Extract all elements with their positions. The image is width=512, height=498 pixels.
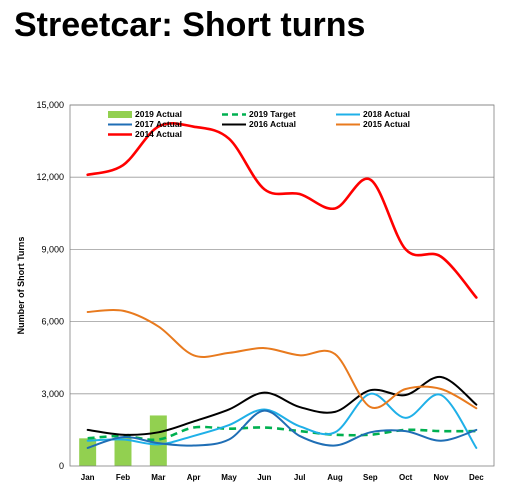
- x-tick-label: Mar: [151, 473, 165, 482]
- x-tick-label: Dec: [469, 473, 484, 482]
- bar-2019-actual: [114, 437, 132, 466]
- x-tick-label: Oct: [399, 473, 413, 482]
- legend-item: 2017 Actual: [108, 119, 182, 129]
- y-axis-label: Number of Short Turns: [16, 237, 26, 335]
- x-tick-label: Nov: [433, 473, 449, 482]
- line-series: [86, 122, 478, 449]
- series-line-2017-actual: [86, 409, 478, 449]
- x-tick-label: Sep: [363, 473, 378, 482]
- y-tick-label: 15,000: [36, 100, 64, 110]
- legend-label: 2014 Actual: [135, 129, 182, 139]
- legend-label: 2017 Actual: [135, 119, 182, 129]
- axes: 0 3,000 6,000 9,000 12,000 15,000 Jan Feb Mar Apr…: [16, 100, 495, 482]
- series-line-2018-actual: [86, 392, 478, 449]
- legend-item: 2015 Actual: [336, 119, 410, 129]
- y-tick-label: 0: [59, 461, 64, 471]
- legend-label: 2015 Actual: [363, 119, 410, 129]
- series-line-2019-target: [87, 425, 477, 442]
- legend-item: 2016 Actual: [222, 119, 296, 129]
- series-line-2016-actual: [86, 375, 478, 436]
- legend-item: 2019 Actual: [108, 109, 182, 119]
- y-tick-label: 3,000: [41, 389, 64, 399]
- bar-series: [79, 415, 167, 466]
- legend-item: 2014 Actual: [108, 129, 182, 139]
- x-tick-label: Apr: [187, 473, 201, 482]
- bar-2019-actual: [79, 438, 97, 466]
- x-tick-label: May: [221, 473, 237, 482]
- series-line-2014-actual: [86, 122, 478, 299]
- y-tick-label: 6,000: [41, 317, 64, 327]
- series-line-2015-actual: [86, 308, 478, 410]
- bar-2019-actual: [149, 415, 167, 466]
- legend-label: 2019 Actual: [135, 109, 182, 119]
- x-tick-label: Jul: [294, 473, 306, 482]
- legend-item: 2018 Actual: [336, 109, 410, 119]
- legend-label: 2016 Actual: [249, 119, 296, 129]
- legend-swatch: [108, 111, 132, 118]
- legend-label: 2018 Actual: [363, 109, 410, 119]
- legend-label: 2019 Target: [249, 109, 296, 119]
- y-tick-label: 12,000: [36, 172, 64, 182]
- legend: 2019 Actual 2019 Target 2018 Actual 2017 Ac…: [108, 109, 410, 139]
- gridlines: [70, 104, 494, 395]
- y-tick-label: 9,000: [41, 244, 64, 254]
- plot-frame: [69, 104, 495, 467]
- legend-item: 2019 Target: [222, 109, 296, 119]
- x-tick-label: Aug: [327, 473, 343, 482]
- page-title: Streetcar: Short turns: [14, 6, 366, 44]
- x-tick-label: Jan: [81, 473, 95, 482]
- x-tick-label: Feb: [116, 473, 130, 482]
- x-tick-label: Jun: [257, 473, 271, 482]
